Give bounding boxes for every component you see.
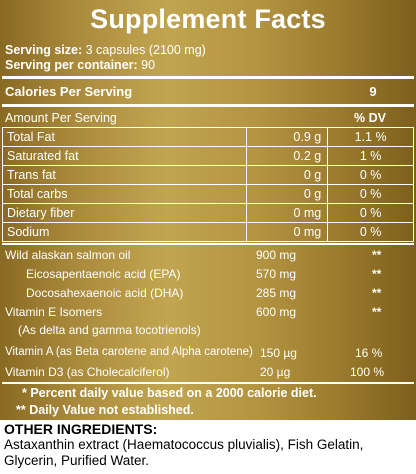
- ingredient-amount: 150 µg: [260, 346, 297, 360]
- nutrient-dv: 0 %: [327, 165, 414, 185]
- ingredient-name: Docosahexaenoic acid (DHA): [26, 286, 184, 300]
- ingredient-dv: **: [372, 248, 382, 262]
- ingredient-name: Vitamin E Isomers: [5, 305, 103, 319]
- nutrient-name: Sodium: [1, 222, 248, 242]
- ingredient-dv: **: [372, 267, 382, 281]
- ingredient-amount: 20 µg: [260, 365, 291, 379]
- nutrient-amount: 0 mg: [246, 222, 329, 242]
- nutrient-name: Trans fat: [1, 165, 248, 185]
- nutrient-dv: 0 %: [327, 222, 414, 242]
- nutrient-dv: 1.1 %: [327, 127, 414, 147]
- nutrient-name: Total carbs: [1, 184, 248, 204]
- footnote-not-established: ** Daily Value not established.: [16, 403, 194, 417]
- table-row: Sodium 0 mg 0 %: [1, 222, 414, 242]
- nutrient-amount: 0 g: [246, 165, 329, 185]
- ingredient-amount: 570 mg: [256, 267, 297, 281]
- ingredient-amount: 285 mg: [256, 286, 297, 300]
- calories-value: 9: [369, 84, 377, 99]
- nutrient-name: Total Fat: [1, 127, 248, 147]
- ingredient-amount: 600 mg: [256, 305, 297, 319]
- table-row: Trans fat 0 g 0 %: [1, 165, 414, 185]
- dv-header: % DV: [354, 111, 386, 125]
- divider: [2, 243, 414, 245]
- ingredient-name: Vitamin D3 (as Cholecalciferol): [5, 365, 170, 379]
- nutrient-dv: 0 %: [327, 203, 414, 223]
- table-row: Saturated fat 0.2 g 1 %: [1, 146, 414, 166]
- serving-size-value: 3 capsules (2100 mg): [85, 43, 206, 57]
- ingredient-note: (As delta and gamma tocotrienols): [18, 323, 201, 337]
- nutrient-dv: 1 %: [327, 146, 414, 166]
- ingredient-name: Eicosapentaenoic acid (EPA): [26, 267, 181, 281]
- ingredient-name: Vitamin A (as Beta carotene and Alpha ca…: [5, 346, 253, 358]
- ingredient-dv: 100 %: [350, 365, 385, 379]
- nutrient-name: Saturated fat: [1, 146, 248, 166]
- nutrient-amount: 0 g: [246, 184, 329, 204]
- nutrient-name: Dietary fiber: [1, 203, 248, 223]
- table-row: Dietary fiber 0 mg 0 %: [1, 203, 414, 223]
- divider-thick: [2, 76, 414, 79]
- nutrient-table: Total Fat 0.9 g 1.1 % Saturated fat 0.2 …: [1, 127, 414, 242]
- panel-title: Supplement Facts: [90, 4, 326, 34]
- nutrient-amount: 0.9 g: [246, 127, 329, 147]
- footnote-percent-dv: * Percent daily value based on a 2000 ca…: [22, 386, 317, 400]
- serving-size-label: Serving size:: [5, 43, 83, 57]
- servings-label: Serving per container:: [5, 58, 138, 72]
- nutrient-dv: 0 %: [327, 184, 414, 204]
- supplement-facts-panel: Supplement Facts Serving size: 3 capsule…: [0, 0, 416, 420]
- other-ingredients-text: Astaxanthin extract (Haematococcus pluvi…: [4, 437, 364, 468]
- ingredient-dv: **: [372, 286, 382, 300]
- nutrient-amount: 0.2 g: [246, 146, 329, 166]
- divider-thick: [2, 104, 414, 107]
- ingredient-name: Wild alaskan salmon oil: [5, 248, 131, 262]
- serving-size: Serving size: 3 capsules (2100 mg): [5, 43, 206, 57]
- ingredient-dv: 16 %: [355, 346, 383, 360]
- table-row: Total Fat 0.9 g 1.1 %: [1, 127, 414, 147]
- ingredient-amount: 900 mg: [256, 248, 297, 262]
- servings-per-container: Serving per container: 90: [5, 58, 155, 72]
- other-ingredients-heading: OTHER INGREDIENTS:: [4, 421, 158, 437]
- divider: [2, 382, 414, 384]
- calories-label: Calories Per Serving: [5, 84, 133, 99]
- nutrient-amount: 0 mg: [246, 203, 329, 223]
- servings-value: 90: [141, 58, 156, 72]
- table-row: Total carbs 0 g 0 %: [1, 184, 414, 204]
- amount-header: Amount Per Serving: [5, 111, 117, 125]
- ingredient-dv: **: [372, 305, 382, 319]
